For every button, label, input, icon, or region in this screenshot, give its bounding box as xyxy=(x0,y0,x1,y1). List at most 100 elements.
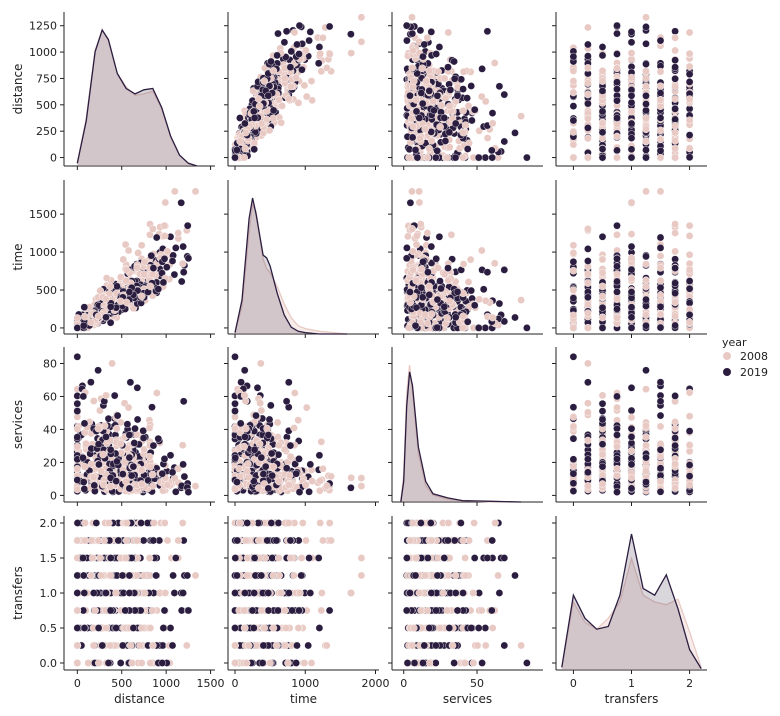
point-2008 xyxy=(108,359,116,368)
point-2008 xyxy=(459,312,467,321)
point-2019 xyxy=(685,131,694,139)
point-2019 xyxy=(80,419,89,428)
point-2008 xyxy=(434,67,442,76)
point-2008 xyxy=(302,403,311,412)
point-2008 xyxy=(316,476,325,485)
point-2019 xyxy=(671,56,679,65)
point-2008 xyxy=(149,482,157,490)
point-2019 xyxy=(158,469,167,478)
point-2008 xyxy=(112,424,121,433)
point-2019 xyxy=(305,36,313,45)
point-2019 xyxy=(231,407,239,415)
point-2008 xyxy=(598,450,607,459)
panel-distance-vs-time xyxy=(224,12,379,170)
point-2019 xyxy=(685,299,694,307)
point-2008 xyxy=(671,298,679,307)
point-2008 xyxy=(119,255,128,264)
point-2019 xyxy=(261,462,270,471)
point-2008 xyxy=(404,232,412,241)
point-2008 xyxy=(642,74,650,83)
point-2008 xyxy=(407,114,416,123)
point-2008 xyxy=(584,23,592,32)
point-2019 xyxy=(523,153,531,162)
point-2008 xyxy=(73,425,82,433)
point-2008 xyxy=(569,286,578,294)
point-2008 xyxy=(627,107,636,116)
point-2019 xyxy=(267,57,275,66)
point-2019 xyxy=(685,310,694,319)
point-2008 xyxy=(191,187,200,196)
point-2008 xyxy=(642,125,650,134)
point-2008 xyxy=(464,278,473,286)
point-2008 xyxy=(466,255,475,264)
point-2008 xyxy=(160,232,169,240)
point-2019 xyxy=(249,107,258,116)
point-2019 xyxy=(671,321,679,330)
point-2019 xyxy=(264,91,273,100)
point-2008 xyxy=(427,310,436,318)
point-2008 xyxy=(488,119,497,128)
point-2019 xyxy=(233,478,241,486)
point-2019 xyxy=(685,78,694,86)
point-2019 xyxy=(90,481,99,490)
point-2019 xyxy=(613,277,621,286)
point-2019 xyxy=(598,303,607,312)
point-2019 xyxy=(446,86,455,94)
point-2019 xyxy=(73,352,82,361)
point-2019 xyxy=(415,114,424,122)
point-2008 xyxy=(656,310,665,319)
point-2008 xyxy=(255,102,264,110)
point-2008 xyxy=(241,128,250,137)
point-2008 xyxy=(89,473,98,482)
point-2008 xyxy=(584,270,592,278)
point-2008 xyxy=(412,96,420,104)
point-2008 xyxy=(322,64,331,72)
point-2019 xyxy=(125,288,134,296)
point-2008 xyxy=(671,247,679,256)
point-2019 xyxy=(179,460,187,469)
point-2019 xyxy=(424,268,432,277)
point-2019 xyxy=(584,293,592,302)
point-2019 xyxy=(433,323,442,332)
point-2019 xyxy=(685,153,694,162)
point-2019 xyxy=(127,471,136,480)
point-2019 xyxy=(470,301,479,310)
point-2008 xyxy=(656,96,665,104)
point-2008 xyxy=(613,153,621,162)
point-2019 xyxy=(613,392,621,401)
y-tick-label: 750 xyxy=(36,72,57,85)
point-2008 xyxy=(569,266,578,275)
point-2008 xyxy=(685,49,694,58)
point-2019 xyxy=(488,153,497,162)
kde-fill-2019 xyxy=(235,198,348,334)
point-2019 xyxy=(177,277,186,286)
y-axis-label: services xyxy=(11,400,25,449)
point-2019 xyxy=(627,303,636,312)
kde-fill-2008 xyxy=(77,30,198,166)
point-2019 xyxy=(569,469,578,478)
point-2019 xyxy=(177,198,185,207)
point-2019 xyxy=(584,378,592,387)
y-tick-label: 20 xyxy=(43,456,57,469)
point-2008 xyxy=(671,82,679,91)
point-2008 xyxy=(290,28,299,37)
point-2008 xyxy=(671,128,679,137)
point-2019 xyxy=(123,420,132,429)
point-2019 xyxy=(627,134,636,142)
point-2019 xyxy=(474,324,483,332)
point-2019 xyxy=(613,221,621,230)
point-2008 xyxy=(241,144,250,153)
point-2008 xyxy=(517,112,525,120)
point-2008 xyxy=(671,418,679,426)
point-2019 xyxy=(418,293,427,302)
point-2008 xyxy=(244,460,252,468)
point-2008 xyxy=(584,279,592,287)
point-2019 xyxy=(642,106,650,115)
point-2019 xyxy=(642,146,650,154)
point-2019 xyxy=(160,254,169,263)
point-2019 xyxy=(148,403,156,412)
point-2008 xyxy=(280,74,289,83)
point-2019 xyxy=(463,94,471,102)
point-2008 xyxy=(357,482,366,490)
